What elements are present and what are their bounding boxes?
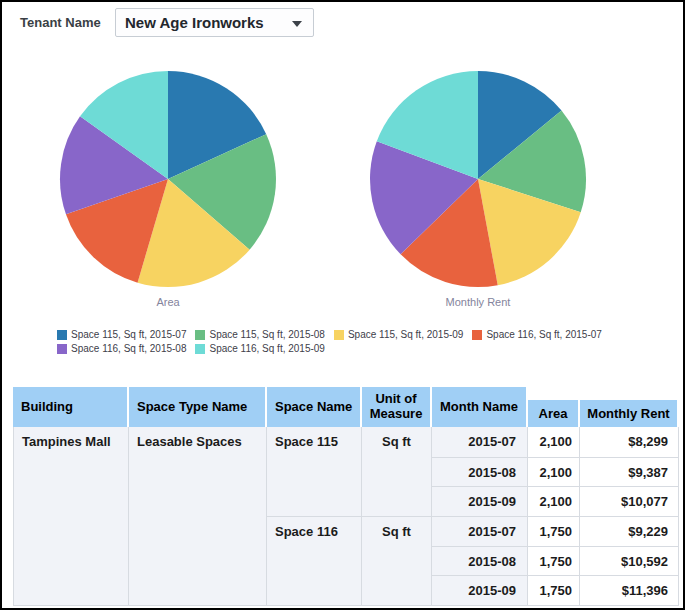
- legend-label: Space 116, Sq ft, 2015-07: [486, 329, 601, 340]
- col-header-area: Area: [528, 400, 578, 427]
- report-page: Tenant Name New Age Ironworks Area Month…: [0, 0, 685, 610]
- cell-area-value: 1,750: [528, 546, 580, 576]
- legend-item: Space 115, Sq ft, 2015-07: [57, 329, 186, 340]
- legend-swatch-icon: [57, 330, 67, 340]
- legend-swatch-icon: [334, 330, 344, 340]
- tenant-name-label: Tenant Name: [20, 15, 101, 30]
- legend-item: Space 116, Sq ft, 2015-08: [57, 343, 186, 354]
- cell-area-value: 2,100: [528, 457, 580, 487]
- cell-month-name: 2015-08: [432, 457, 528, 487]
- legend-label: Space 115, Sq ft, 2015-09: [348, 329, 463, 340]
- cell-unit-of-measure: Sq ft: [362, 516, 432, 605]
- cell-month-name: 2015-08: [432, 546, 528, 576]
- tenant-select-value: New Age Ironworks: [125, 14, 264, 31]
- cell-month-name: 2015-07: [432, 427, 528, 457]
- col-header-monthly-rent: Monthly Rent: [580, 400, 677, 427]
- cell-area-value: 2,100: [528, 427, 580, 457]
- legend-item: Space 115, Sq ft, 2015-09: [334, 329, 463, 340]
- report-table: Building Space Type Name Space Name Unit…: [13, 387, 679, 606]
- cell-area-value: 2,100: [528, 486, 580, 516]
- cell-monthly-rent-value: $9,229: [580, 516, 679, 546]
- cell-monthly-rent-value: $11,396: [580, 575, 679, 605]
- col-header-building: Building: [13, 387, 129, 427]
- col-header-unit-of-measure: Unit of Measure: [362, 387, 432, 427]
- legend-swatch-icon: [195, 330, 205, 340]
- tenant-select[interactable]: New Age Ironworks: [115, 8, 314, 37]
- col-header-monthly-rent-wrap: Monthly Rent: [580, 387, 679, 427]
- cell-space-name: Space 116: [267, 516, 362, 605]
- legend-item: Space 116, Sq ft, 2015-07: [472, 329, 601, 340]
- cell-monthly-rent-value: $10,077: [580, 486, 679, 516]
- cell-monthly-rent-value: $10,592: [580, 546, 679, 576]
- legend-item: Space 116, Sq ft, 2015-09: [195, 343, 324, 354]
- chevron-down-icon: [292, 21, 302, 27]
- legend-item: Space 115, Sq ft, 2015-08: [195, 329, 324, 340]
- cell-building: Tampines Mall: [13, 427, 129, 605]
- legend-label: Space 115, Sq ft, 2015-07: [71, 329, 186, 340]
- cell-monthly-rent-value: $8,299: [580, 427, 679, 457]
- legend-swatch-icon: [57, 344, 67, 354]
- cell-month-name: 2015-07: [432, 516, 528, 546]
- cell-unit-of-measure: Sq ft: [362, 427, 432, 516]
- cell-area-value: 1,750: [528, 575, 580, 605]
- monthly-rent-chart-title: Monthly Rent: [368, 296, 588, 308]
- chart-legend: Space 115, Sq ft, 2015-07 Space 115, Sq f…: [57, 329, 622, 354]
- legend-label: Space 116, Sq ft, 2015-08: [71, 343, 186, 354]
- cell-area-value: 1,750: [528, 516, 580, 546]
- col-header-space-type-name: Space Type Name: [129, 387, 267, 427]
- cell-monthly-rent-value: $9,387: [580, 457, 679, 487]
- area-chart-title: Area: [58, 296, 278, 308]
- cell-month-name: 2015-09: [432, 575, 528, 605]
- col-header-space-name: Space Name: [267, 387, 362, 427]
- monthly-rent-pie-chart: [368, 69, 588, 289]
- cell-space-type: Leasable Spaces: [129, 427, 267, 605]
- col-header-area-wrap: Area: [528, 387, 580, 427]
- col-header-month-name: Month Name: [432, 387, 528, 427]
- legend-label: Space 116, Sq ft, 2015-09: [209, 343, 324, 354]
- cell-month-name: 2015-09: [432, 486, 528, 516]
- legend-label: Space 115, Sq ft, 2015-08: [209, 329, 324, 340]
- area-pie-chart: [58, 69, 278, 289]
- legend-swatch-icon: [195, 344, 205, 354]
- cell-space-name: Space 115: [267, 427, 362, 516]
- legend-swatch-icon: [472, 330, 482, 340]
